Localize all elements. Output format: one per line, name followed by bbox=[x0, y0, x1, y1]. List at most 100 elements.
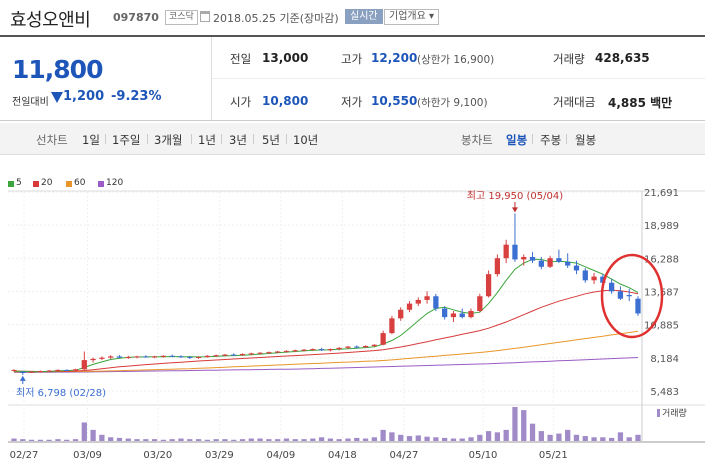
company-overview-dropdown[interactable]: 기업개요 ▾ bbox=[384, 9, 439, 25]
x-tick-label: 03/29 bbox=[205, 450, 234, 461]
candle-body bbox=[160, 355, 167, 357]
candle-body bbox=[389, 318, 395, 334]
candle-body bbox=[11, 369, 17, 371]
open-value: 10,800 bbox=[262, 94, 309, 108]
candle-body bbox=[573, 265, 580, 271]
line-chart-label: 선차트 bbox=[36, 133, 68, 147]
tab-separator bbox=[147, 134, 148, 144]
tab-3m[interactable]: 3개월 bbox=[154, 133, 183, 147]
volume-bar bbox=[301, 439, 307, 441]
basis-date: 2018.05.25 기준(장마감) bbox=[213, 12, 339, 25]
volume-bar bbox=[195, 439, 202, 441]
volume-bar bbox=[521, 410, 527, 441]
volume-bar bbox=[187, 439, 193, 441]
tab-daily[interactable]: 일봉 bbox=[506, 133, 528, 147]
candle-body bbox=[125, 357, 131, 359]
legend-ma120: 120 bbox=[106, 178, 124, 188]
candle-body bbox=[327, 349, 334, 351]
low-arrow-head bbox=[19, 375, 26, 381]
y-tick-label: 8,184 bbox=[650, 354, 679, 365]
candle-body bbox=[600, 276, 606, 283]
down-triangle-icon bbox=[51, 92, 63, 103]
ma20-line bbox=[13, 289, 639, 372]
realtime-button[interactable]: 실시간 bbox=[345, 9, 383, 24]
candle-body bbox=[213, 355, 219, 357]
tab-1y[interactable]: 1년 bbox=[198, 133, 216, 147]
open-label: 시가 bbox=[230, 95, 252, 109]
candle-body bbox=[108, 356, 114, 358]
y-tick-label: 18,989 bbox=[644, 221, 679, 232]
tab-1d[interactable]: 1일 bbox=[82, 133, 100, 147]
volume-label: 거래량 bbox=[553, 52, 585, 66]
tab-separator bbox=[566, 134, 567, 144]
volume-bar bbox=[512, 407, 518, 441]
candle-body bbox=[46, 370, 52, 372]
tab-separator bbox=[532, 134, 533, 144]
x-tick-label: 05/21 bbox=[539, 450, 568, 461]
volume-bar bbox=[64, 439, 70, 441]
volume-bar bbox=[442, 437, 448, 441]
volume-bar bbox=[565, 429, 571, 441]
volume-bar bbox=[169, 439, 175, 441]
stock-code: 097870 bbox=[113, 11, 159, 24]
candle-body bbox=[468, 310, 474, 318]
volume-bar bbox=[424, 436, 430, 441]
x-tick-label: 04/27 bbox=[390, 450, 419, 461]
volume-bar bbox=[336, 439, 342, 441]
candle-body bbox=[37, 371, 44, 373]
volume-bar bbox=[90, 429, 96, 441]
volume-bar bbox=[591, 437, 597, 441]
tab-3y[interactable]: 3년 bbox=[229, 133, 247, 147]
highlight-circle bbox=[600, 253, 664, 339]
tab-separator bbox=[105, 134, 106, 144]
candle-body bbox=[459, 313, 465, 318]
calendar-icon bbox=[200, 11, 210, 22]
volume-bar bbox=[72, 439, 79, 441]
candle-body bbox=[450, 313, 457, 318]
tab-10y[interactable]: 10년 bbox=[293, 133, 319, 147]
candle-body bbox=[20, 371, 26, 373]
candle-chart-label: 봉차트 bbox=[461, 133, 493, 147]
volume-bar bbox=[283, 438, 290, 441]
volume-bar bbox=[600, 437, 606, 441]
tab-monthly[interactable]: 월봉 bbox=[575, 133, 597, 147]
volume-bar bbox=[20, 439, 26, 441]
candlestick-chart[interactable]: 21,69118,98916,28813,58710,8858,1845,483… bbox=[0, 156, 705, 465]
volume-bar bbox=[231, 439, 237, 441]
candle-body bbox=[538, 260, 544, 267]
volume-value: 428,635 bbox=[595, 51, 650, 65]
y-tick-label: 10,885 bbox=[644, 321, 679, 332]
tab-1w[interactable]: 1주일 bbox=[112, 133, 141, 147]
x-tick-label: 04/18 bbox=[328, 450, 357, 461]
lower-limit: (하한가 9,100) bbox=[417, 97, 488, 109]
candle-body bbox=[266, 352, 272, 354]
candle-body bbox=[257, 352, 263, 354]
candle-body bbox=[248, 353, 254, 355]
volume-bar bbox=[11, 438, 17, 441]
divider bbox=[211, 37, 212, 120]
candle-body bbox=[354, 346, 360, 348]
volume-bar bbox=[459, 438, 465, 441]
legend-ma5: 5 bbox=[16, 178, 22, 188]
candle-body bbox=[591, 276, 597, 281]
candle-body bbox=[380, 333, 386, 345]
candle-body bbox=[116, 356, 123, 358]
volume-bar bbox=[415, 435, 421, 441]
candle-body bbox=[64, 369, 70, 371]
volume-bar bbox=[485, 431, 492, 441]
volume-bar bbox=[573, 434, 580, 441]
tab-5y[interactable]: 5년 bbox=[262, 133, 280, 147]
company-name: 효성오앤비 bbox=[10, 10, 91, 31]
candle-body bbox=[477, 296, 483, 311]
tab-weekly[interactable]: 주봉 bbox=[540, 133, 562, 147]
candle-body bbox=[275, 351, 281, 353]
candle-body bbox=[626, 295, 632, 297]
volume-legend-swatch bbox=[657, 409, 660, 417]
x-tick-label: 05/10 bbox=[469, 450, 498, 461]
candle-body bbox=[99, 357, 105, 359]
candle-body bbox=[195, 357, 202, 359]
volume-bar bbox=[608, 437, 615, 441]
candle-body bbox=[134, 356, 140, 358]
volume-bar bbox=[433, 437, 439, 441]
volume-bar bbox=[398, 434, 404, 441]
